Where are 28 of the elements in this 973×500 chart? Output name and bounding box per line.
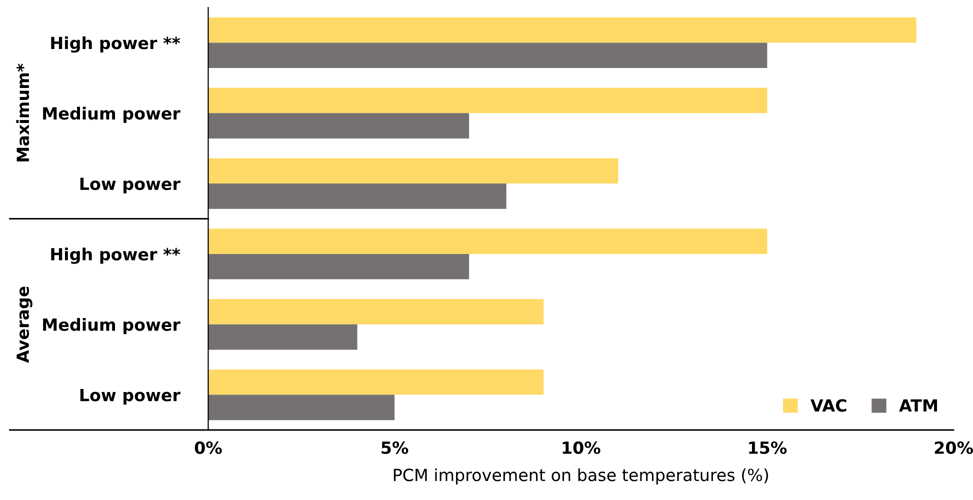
y-tick-label: Low power bbox=[80, 178, 180, 194]
x-tick-label: 15% bbox=[749, 441, 787, 454]
bar bbox=[208, 369, 544, 395]
x-axis-title: PCM improvement on base temperatures (%) bbox=[394, 468, 768, 484]
bar bbox=[208, 42, 768, 68]
bar bbox=[208, 228, 768, 254]
bar bbox=[208, 324, 358, 350]
bar bbox=[208, 17, 916, 43]
legend-label: ATM bbox=[899, 399, 937, 412]
bar bbox=[208, 394, 395, 420]
x-tick-label: 20% bbox=[934, 441, 973, 454]
bar bbox=[208, 184, 506, 209]
y-tick-label: Medium power bbox=[43, 106, 180, 123]
bar bbox=[208, 254, 470, 280]
bar bbox=[208, 88, 768, 114]
bar bbox=[208, 299, 544, 324]
y-tick-label: Medium power bbox=[43, 318, 180, 334]
x-tick-label: 5% bbox=[382, 441, 408, 454]
x-tick-label: 0% bbox=[194, 441, 222, 454]
y-tick-label: High power ** bbox=[51, 36, 180, 53]
y-tick-label: Low power bbox=[80, 388, 180, 405]
text: Average bbox=[16, 286, 32, 363]
bar bbox=[208, 113, 470, 138]
y-tick-label: High power ** bbox=[51, 248, 180, 264]
bar bbox=[208, 158, 618, 184]
legend-label: VAC bbox=[810, 399, 846, 412]
x-tick-label: 10% bbox=[562, 441, 600, 454]
text: Maximum* bbox=[16, 64, 30, 162]
